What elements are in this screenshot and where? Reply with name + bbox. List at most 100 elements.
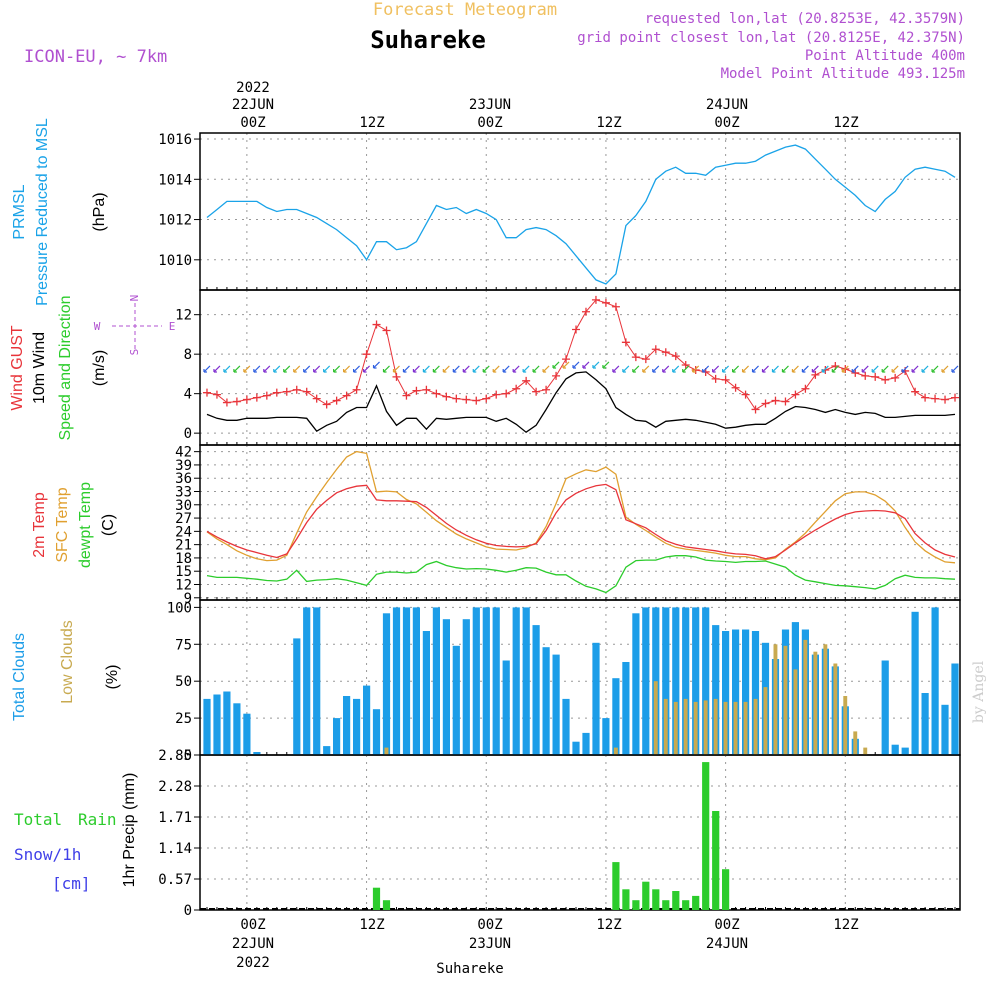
rain-bar <box>682 900 690 910</box>
low-clouds-bar <box>843 696 848 755</box>
top-time-axis: 2022 22JUN 23JUN 24JUN 00Z 12Z 00Z 12Z 0… <box>232 80 859 131</box>
total-clouds-bar <box>522 607 530 755</box>
gust-point-marker <box>262 391 271 400</box>
total-clouds-bar <box>452 645 460 755</box>
gust-point-marker <box>372 320 381 329</box>
wind-direction-arrow <box>712 365 720 373</box>
low-clouds-bar <box>793 669 798 755</box>
gust-point-marker <box>282 387 291 396</box>
wind-direction-arrow <box>791 365 799 373</box>
rain-bar <box>662 900 670 910</box>
wind-direction-arrow <box>502 365 510 373</box>
wind-direction-arrow <box>841 365 849 373</box>
gust-point-marker <box>302 387 311 396</box>
wind-direction-arrow <box>851 365 859 373</box>
panel-frame <box>199 754 961 911</box>
gust-point-marker <box>492 390 501 399</box>
gust-point-marker <box>861 371 870 380</box>
y-tick-label: 50 <box>175 674 192 690</box>
gust-point-marker <box>352 385 361 394</box>
total-clouds-bar <box>702 607 710 755</box>
temp-panel-label: 2m Temp SFC Temp dewpt Temp (C) <box>31 482 117 568</box>
wind-direction-arrow <box>931 365 939 373</box>
gust-point-marker <box>502 389 511 398</box>
wind-direction-arrow <box>801 365 809 373</box>
total-clouds-bar <box>303 607 311 755</box>
total-clouds-bar <box>482 607 490 755</box>
y-tick-label: 0 <box>184 748 192 764</box>
gust-point-marker <box>621 338 630 347</box>
wind-direction-arrow <box>602 361 610 369</box>
y-tick-label: 0 <box>184 426 192 442</box>
gust-point-marker <box>402 391 411 400</box>
gust-point-marker <box>891 373 900 382</box>
temp-unit-label: (C) <box>100 514 117 536</box>
top-date-label: 24JUN <box>706 97 748 113</box>
total-clouds-bar <box>951 663 959 755</box>
y-tick-label: 39 <box>175 458 192 474</box>
gust-point-marker <box>462 395 471 404</box>
low-clouds-bar <box>703 700 708 755</box>
gust-point-marker <box>581 307 590 316</box>
wind-direction-arrow <box>343 365 351 373</box>
bottom-time-axis: 00Z 12Z 00Z 12Z 00Z 12Z 22JUN 23JUN 24JU… <box>232 917 859 977</box>
wind-direction-arrow <box>682 365 690 373</box>
total-clouds-bar <box>392 607 401 755</box>
wind-direction-arrow <box>722 365 730 373</box>
low-clouds-bar <box>693 701 698 755</box>
wind-direction-arrow <box>382 365 390 373</box>
total-clouds-bar <box>243 713 251 755</box>
rain-bar <box>692 895 700 910</box>
wind-direction-arrow <box>273 365 281 373</box>
total-clouds-bar <box>931 607 939 755</box>
gust-point-marker <box>931 394 940 403</box>
gust-point-marker <box>572 325 581 334</box>
total-clouds-bar <box>402 607 411 755</box>
wind-panel-label: Wind GUST 10m Wind Speed and Direction (… <box>9 296 108 441</box>
wind-direction-arrow <box>612 365 620 373</box>
gust-point-marker <box>871 372 880 381</box>
wind-direction-arrow <box>672 365 680 373</box>
low-clouds-bar <box>853 731 858 755</box>
wind-direction-arrow <box>891 365 899 373</box>
low-clouds-bar <box>753 698 758 755</box>
low-clouds-bar <box>863 747 868 755</box>
gust-point-marker <box>711 374 720 383</box>
total-clouds-bar <box>592 642 600 755</box>
total-clouds-bar <box>682 607 690 755</box>
rain-bar <box>672 891 680 910</box>
y-tick-label: 75 <box>175 637 192 653</box>
rain-bar <box>712 811 720 910</box>
y-tick-label: 12 <box>175 308 192 324</box>
wind-direction-arrow <box>313 365 321 373</box>
wind-direction-arrow <box>522 365 530 373</box>
bottom-time-label: 12Z <box>359 917 384 933</box>
wind-direction-arrow <box>462 365 470 373</box>
wind-direction-arrow <box>442 365 450 373</box>
total-clouds-bar <box>672 607 680 755</box>
rain-bar <box>722 869 730 910</box>
temp-2m-label: 2m Temp <box>31 492 48 558</box>
y-tick-label: 1014 <box>158 172 192 188</box>
gust-point-marker <box>272 388 281 397</box>
total-clouds-bar <box>941 704 949 755</box>
wind-direction-arrow <box>951 365 959 373</box>
wind-direction-arrow <box>333 365 341 373</box>
wind-direction-arrow <box>323 365 331 373</box>
total-clouds-bar <box>612 678 620 755</box>
top-time-label: 00Z <box>240 115 265 131</box>
gust-point-marker <box>601 298 610 307</box>
top-year-label: 2022 <box>236 80 270 96</box>
total-clouds-bar <box>233 703 241 755</box>
gust-point-marker <box>591 295 600 304</box>
gust-point-marker <box>671 352 680 361</box>
total-clouds-bar <box>542 647 550 755</box>
wind-direction-arrow <box>781 365 789 373</box>
y-tick-label: 100 <box>167 600 192 616</box>
low-clouds-bar <box>713 698 718 755</box>
wind-direction-label: Speed and Direction <box>57 296 74 441</box>
total-clouds-bar <box>492 607 500 755</box>
total-clouds-bar <box>372 709 381 755</box>
gust-point-marker <box>222 398 231 407</box>
